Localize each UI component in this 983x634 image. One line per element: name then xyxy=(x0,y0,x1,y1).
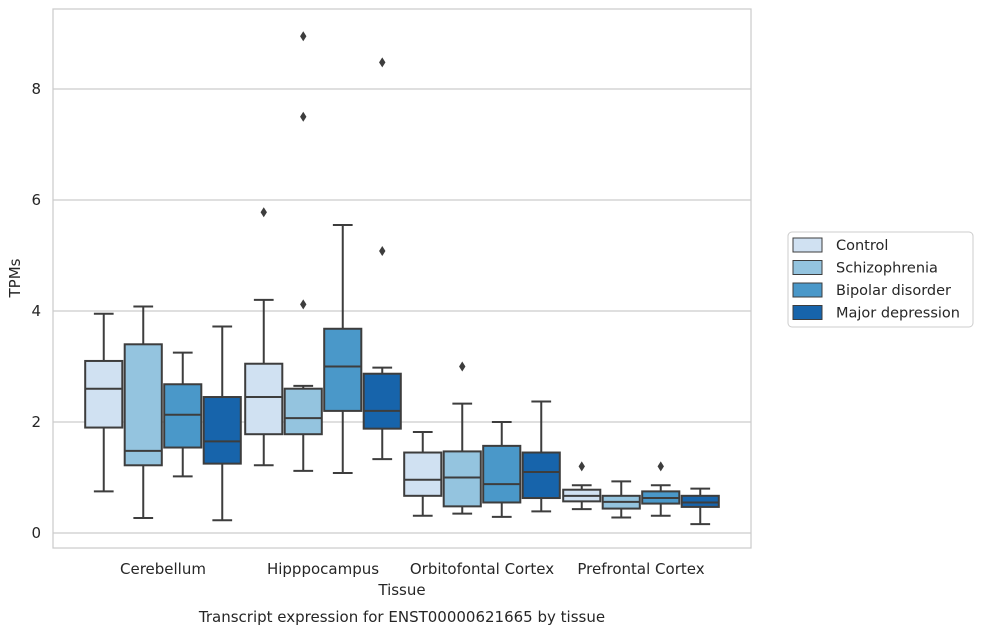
box-schizophrenia xyxy=(442,361,482,515)
box-iqr xyxy=(442,450,482,508)
box-major-depression xyxy=(362,57,402,461)
box-major-depression xyxy=(521,400,561,513)
legend-swatch xyxy=(792,282,823,298)
legend-swatch xyxy=(792,237,823,253)
box-iqr xyxy=(123,343,163,467)
box-iqr xyxy=(84,359,124,429)
y-axis-label: TPMs xyxy=(6,258,24,298)
box-iqr xyxy=(323,327,363,412)
legend-label: Bipolar disorder xyxy=(836,283,951,299)
x-tick-label: Hipppocampus xyxy=(267,560,379,578)
box-schizophrenia xyxy=(123,305,163,520)
x-tick-label: Orbitofontal Cortex xyxy=(410,560,554,578)
outlier-point xyxy=(300,299,307,310)
x-axis-label: Tissue xyxy=(377,581,425,599)
box-control xyxy=(244,207,284,467)
x-axis-ticks: Cerebellum Hipppocampus Orbitofontal Corte… xyxy=(120,560,705,578)
outlier-point xyxy=(578,461,585,472)
legend-frame xyxy=(787,231,974,328)
box-major-depression xyxy=(680,487,720,526)
legend-swatch xyxy=(792,305,823,320)
legend-label: Major depression xyxy=(836,306,960,322)
chart-title: Transcript expression for ENST0000062166… xyxy=(198,608,605,626)
y-tick-label: 0 xyxy=(31,524,41,542)
box-iqr xyxy=(521,451,561,500)
box-bipolar-disorder xyxy=(163,351,203,478)
legend-label: Control xyxy=(836,238,888,254)
box-iqr xyxy=(482,444,522,504)
plot-frame xyxy=(52,8,752,549)
x-tick-label: Cerebellum xyxy=(120,560,206,578)
box-schizophrenia xyxy=(601,480,641,519)
y-tick-label: 4 xyxy=(31,302,41,320)
box-control xyxy=(403,430,443,517)
box-bipolar-disorder xyxy=(323,223,363,475)
box-iqr xyxy=(403,451,443,497)
box-iqr xyxy=(244,362,284,436)
legend-swatch xyxy=(792,260,823,275)
outlier-point xyxy=(379,246,386,257)
box-bipolar-disorder xyxy=(482,421,522,518)
box-iqr xyxy=(163,383,203,449)
box-control xyxy=(84,312,124,493)
box-iqr xyxy=(283,387,323,436)
y-tick-label: 8 xyxy=(31,80,41,98)
box-major-depression xyxy=(202,325,242,522)
box-iqr xyxy=(202,396,242,465)
x-tick-label: Prefrontal Cortex xyxy=(577,560,704,578)
outlier-point xyxy=(300,31,307,42)
gridlines xyxy=(53,88,751,534)
boxes-layer xyxy=(84,31,720,526)
box-iqr xyxy=(362,372,402,430)
box-iqr xyxy=(680,494,720,508)
legend-label: Schizophrenia xyxy=(836,261,938,277)
legend: Control Schizophrenia Bipolar disorder Majo… xyxy=(787,231,974,328)
outlier-point xyxy=(300,111,307,122)
box-control xyxy=(562,461,602,511)
y-tick-label: 6 xyxy=(31,191,41,209)
box-bipolar-disorder xyxy=(641,461,681,517)
outlier-point xyxy=(657,461,664,472)
box-schizophrenia xyxy=(283,31,323,472)
y-tick-label: 2 xyxy=(31,413,41,431)
outlier-point xyxy=(459,361,466,372)
outlier-point xyxy=(379,57,386,68)
y-axis-ticks: 0 2 4 6 8 xyxy=(31,80,41,542)
outlier-point xyxy=(260,207,267,218)
